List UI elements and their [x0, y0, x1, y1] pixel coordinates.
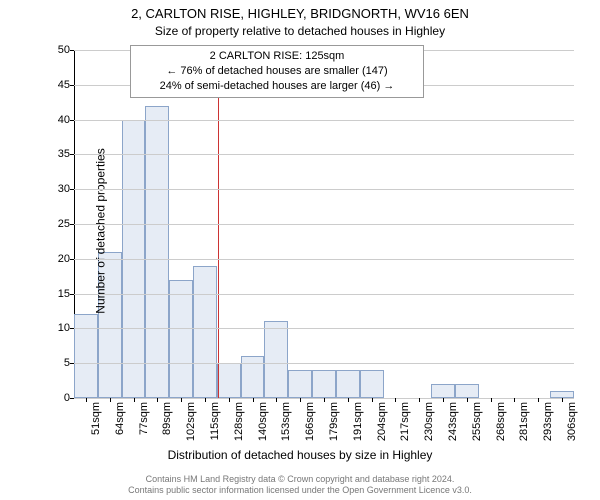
histogram-bar	[193, 266, 217, 398]
chart-title-main: 2, CARLTON RISE, HIGHLEY, BRIDGNORTH, WV…	[0, 6, 600, 21]
y-tick-mark	[70, 328, 74, 329]
x-tick-label: 281sqm	[518, 402, 530, 452]
y-tick-label: 15	[40, 288, 70, 300]
histogram-bar	[431, 384, 455, 398]
x-tick-mark	[276, 398, 277, 402]
histogram-bar	[217, 363, 241, 398]
x-tick-mark	[514, 398, 515, 402]
x-tick-label: 153sqm	[280, 402, 292, 452]
x-tick-mark	[348, 398, 349, 402]
x-tick-mark	[253, 398, 254, 402]
y-tick-label: 30	[40, 183, 70, 195]
y-tick-label: 50	[40, 44, 70, 56]
histogram-bar	[336, 370, 360, 398]
histogram-bar	[312, 370, 336, 398]
x-tick-mark	[229, 398, 230, 402]
x-tick-mark	[562, 398, 563, 402]
x-tick-label: 217sqm	[399, 402, 411, 452]
x-tick-label: 77sqm	[138, 402, 150, 452]
histogram-bar	[169, 280, 193, 398]
y-tick-mark	[70, 189, 74, 190]
y-tick-label: 20	[40, 253, 70, 265]
y-axis-label: Number of detached properties	[94, 148, 108, 313]
x-tick-mark	[134, 398, 135, 402]
grid-line	[74, 259, 574, 260]
x-tick-mark	[181, 398, 182, 402]
x-tick-label: 128sqm	[233, 402, 245, 452]
y-tick-mark	[70, 398, 74, 399]
grid-line	[74, 328, 574, 329]
x-tick-label: 255sqm	[471, 402, 483, 452]
y-tick-mark	[70, 224, 74, 225]
x-tick-label: 51sqm	[90, 402, 102, 452]
y-tick-label: 45	[40, 79, 70, 91]
grid-line	[74, 224, 574, 225]
x-tick-mark	[491, 398, 492, 402]
x-tick-mark	[467, 398, 468, 402]
y-tick-label: 25	[40, 218, 70, 230]
y-tick-mark	[70, 363, 74, 364]
x-tick-label: 268sqm	[495, 402, 507, 452]
y-tick-label: 0	[40, 392, 70, 404]
x-tick-mark	[300, 398, 301, 402]
x-tick-mark	[157, 398, 158, 402]
x-tick-mark	[372, 398, 373, 402]
histogram-bar	[455, 384, 479, 398]
x-tick-mark	[419, 398, 420, 402]
histogram-bar	[264, 321, 288, 398]
x-tick-mark	[395, 398, 396, 402]
y-tick-mark	[70, 50, 74, 51]
y-tick-mark	[70, 85, 74, 86]
y-tick-mark	[70, 259, 74, 260]
histogram-bar	[288, 370, 312, 398]
x-tick-label: 102sqm	[185, 402, 197, 452]
x-tick-label: 243sqm	[447, 402, 459, 452]
annotation-line3: 24% of semi-detached houses are larger (…	[160, 80, 395, 92]
x-tick-label: 115sqm	[209, 402, 221, 452]
grid-line	[74, 294, 574, 295]
grid-line	[74, 363, 574, 364]
histogram-bar	[74, 314, 98, 398]
histogram-bar	[550, 391, 574, 398]
x-tick-label: 230sqm	[423, 402, 435, 452]
chart-title-sub: Size of property relative to detached ho…	[0, 24, 600, 38]
footer-line1: Contains HM Land Registry data © Crown c…	[146, 474, 455, 484]
x-tick-label: 306sqm	[566, 402, 578, 452]
grid-line	[74, 120, 574, 121]
annotation-line1: 2 CARLTON RISE: 125sqm	[210, 50, 345, 62]
x-tick-mark	[110, 398, 111, 402]
histogram-bar	[145, 106, 169, 398]
grid-line	[74, 154, 574, 155]
y-tick-mark	[70, 120, 74, 121]
footer-line2: Contains public sector information licen…	[128, 485, 472, 495]
x-tick-label: 89sqm	[161, 402, 173, 452]
annotation-box: 2 CARLTON RISE: 125sqm ← 76% of detached …	[130, 45, 424, 98]
x-tick-mark	[86, 398, 87, 402]
footer-attribution: Contains HM Land Registry data © Crown c…	[0, 474, 600, 496]
grid-line	[74, 189, 574, 190]
x-tick-label: 293sqm	[542, 402, 554, 452]
y-tick-label: 40	[40, 114, 70, 126]
y-tick-label: 10	[40, 322, 70, 334]
y-tick-mark	[70, 154, 74, 155]
histogram-bar	[360, 370, 384, 398]
x-tick-mark	[205, 398, 206, 402]
annotation-line2: ← 76% of detached houses are smaller (14…	[166, 65, 387, 77]
x-tick-mark	[324, 398, 325, 402]
x-tick-label: 191sqm	[352, 402, 364, 452]
x-tick-label: 140sqm	[257, 402, 269, 452]
y-tick-mark	[70, 294, 74, 295]
x-tick-label: 179sqm	[328, 402, 340, 452]
x-tick-label: 204sqm	[376, 402, 388, 452]
y-tick-label: 5	[40, 357, 70, 369]
y-tick-label: 35	[40, 148, 70, 160]
x-tick-label: 64sqm	[114, 402, 126, 452]
x-tick-mark	[443, 398, 444, 402]
x-tick-label: 166sqm	[304, 402, 316, 452]
x-tick-mark	[538, 398, 539, 402]
